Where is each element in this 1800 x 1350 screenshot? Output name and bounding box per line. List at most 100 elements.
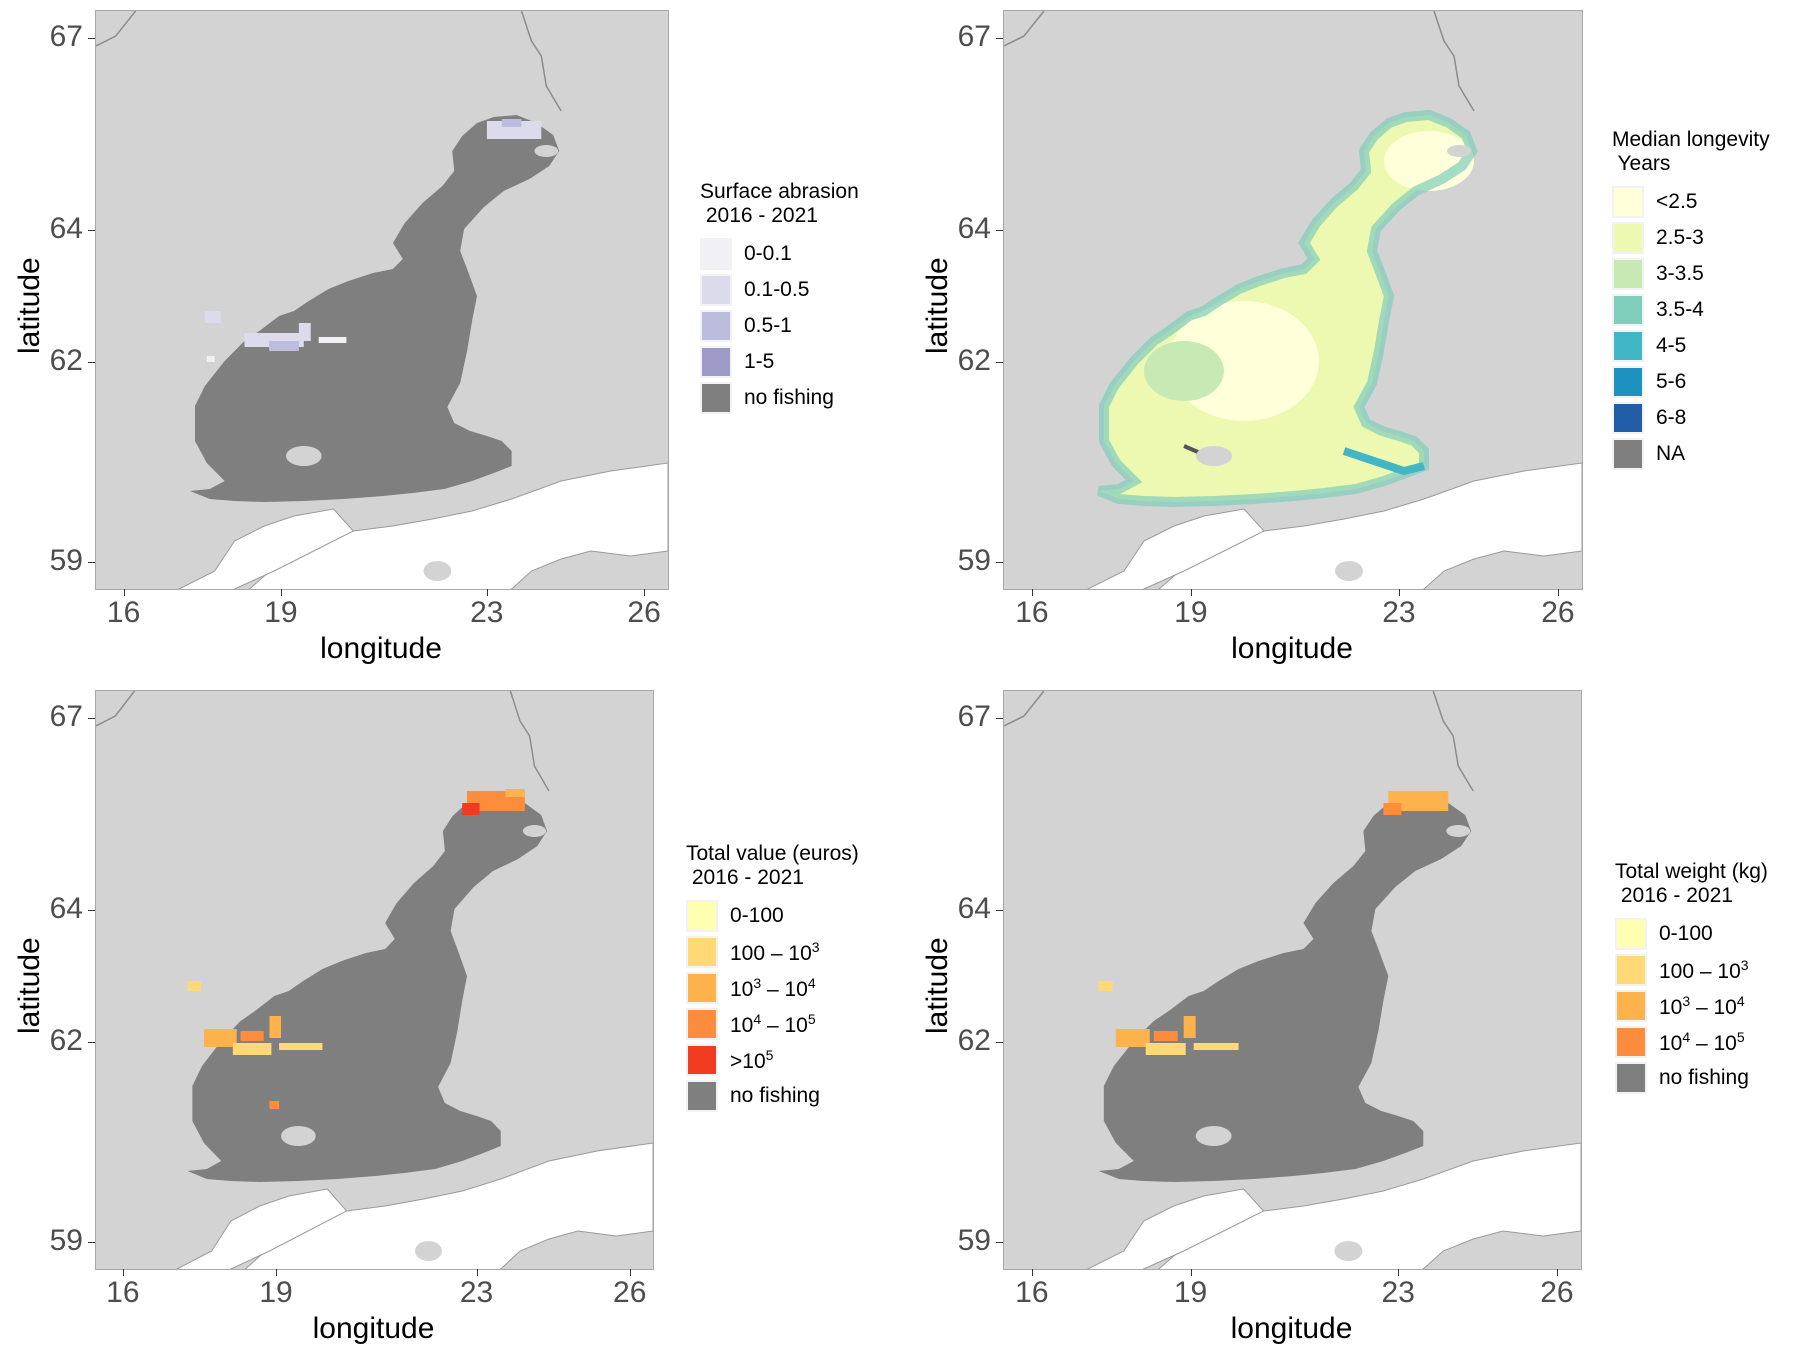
x-axis-label: longitude bbox=[320, 632, 442, 665]
fishing-patch bbox=[240, 1031, 264, 1041]
legend-item: no fishing bbox=[686, 1078, 859, 1114]
y-tick-mark bbox=[88, 38, 95, 39]
y-tick-mark bbox=[996, 230, 1003, 231]
fishing-patch bbox=[1193, 1043, 1239, 1050]
x-tick-mark bbox=[476, 1269, 478, 1276]
x-tick-mark bbox=[1556, 1269, 1558, 1276]
legend-swatch-frame bbox=[1612, 258, 1644, 290]
legend-label: NA bbox=[1656, 442, 1686, 465]
island bbox=[1335, 561, 1363, 581]
legend: Total weight (kg) 2016 - 2021 0-100 100 – … bbox=[1615, 860, 1768, 1096]
legend-label: 0-100 bbox=[1659, 922, 1713, 945]
legend-exponent: 3 bbox=[1740, 956, 1749, 973]
x-tick-label: 23 bbox=[1381, 1276, 1415, 1309]
legend-item: 5-6 bbox=[1612, 364, 1770, 400]
legend-label: 6-8 bbox=[1656, 406, 1687, 429]
legend-swatch bbox=[688, 1010, 716, 1038]
map-plot-area bbox=[1003, 690, 1582, 1270]
gulf-of-bothnia bbox=[187, 795, 547, 1182]
x-tick-mark bbox=[1557, 589, 1559, 596]
legend-title: Total value (euros) 2016 - 2021 bbox=[686, 842, 859, 889]
legend-swatch-frame bbox=[700, 346, 732, 378]
legend-label: 0.5-1 bbox=[744, 314, 792, 337]
island bbox=[281, 1126, 316, 1146]
legend-swatch-frame bbox=[1615, 990, 1647, 1022]
legend-swatch bbox=[1614, 404, 1642, 432]
x-tick-label: 19 bbox=[1174, 596, 1208, 629]
legend-item: NA bbox=[1612, 436, 1770, 472]
legend-swatch-frame bbox=[1612, 186, 1644, 218]
legend-item: 2.5-3 bbox=[1612, 220, 1770, 256]
legend-exponent: 4 bbox=[1682, 1028, 1691, 1045]
legend-swatch bbox=[702, 240, 730, 268]
legend-item: 1-5 bbox=[700, 344, 859, 380]
y-tick-label: 67 bbox=[957, 700, 991, 733]
y-tick-label: 59 bbox=[49, 544, 83, 577]
legend-swatch bbox=[1614, 332, 1642, 360]
x-tick-mark bbox=[276, 1269, 278, 1276]
legend-item: 0.5-1 bbox=[700, 308, 859, 344]
coastline-border bbox=[1004, 691, 1045, 727]
island bbox=[1446, 825, 1471, 837]
legend-label: 100 – 103 bbox=[730, 938, 820, 965]
legend-swatch-frame bbox=[1612, 330, 1644, 362]
legend-item: no fishing bbox=[1615, 1060, 1768, 1096]
legend-swatch bbox=[1614, 224, 1642, 252]
legend-swatch-frame bbox=[1612, 402, 1644, 434]
legend-label: 0-100 bbox=[730, 904, 784, 927]
legend-swatch bbox=[1614, 368, 1642, 396]
legend-swatch bbox=[688, 902, 716, 930]
y-tick-label: 62 bbox=[957, 344, 991, 377]
island bbox=[414, 1241, 442, 1261]
y-tick-label: 59 bbox=[957, 1224, 991, 1257]
x-tick-label: 16 bbox=[1015, 596, 1049, 629]
y-tick-mark bbox=[88, 1042, 95, 1043]
fishing-patch bbox=[269, 1101, 280, 1109]
legend-swatch-frame bbox=[1612, 294, 1644, 326]
y-tick-mark bbox=[996, 562, 1003, 563]
legend-item: 104 – 105 bbox=[686, 1006, 859, 1042]
y-tick-mark bbox=[996, 362, 1003, 363]
legend-item: 3.5-4 bbox=[1612, 292, 1770, 328]
y-tick-mark bbox=[88, 1242, 95, 1243]
legend-swatch-frame bbox=[700, 310, 732, 342]
map-plot-area bbox=[95, 10, 669, 590]
island bbox=[423, 561, 452, 581]
y-axis-label: latitude bbox=[13, 937, 46, 1034]
x-tick-mark bbox=[629, 1269, 631, 1276]
legend-swatch-frame bbox=[1615, 954, 1647, 986]
longevity-rim-south bbox=[1342, 447, 1425, 476]
western-sea bbox=[178, 508, 355, 589]
legend-label: no fishing bbox=[744, 386, 834, 409]
legend-exponent: 5 bbox=[807, 1010, 816, 1027]
x-tick-label: 26 bbox=[627, 596, 661, 629]
legend-swatch-frame bbox=[686, 900, 718, 932]
legend-swatch bbox=[1617, 992, 1645, 1020]
legend-swatch bbox=[702, 348, 730, 376]
map-svg bbox=[96, 11, 668, 589]
fishing-patch bbox=[501, 119, 522, 127]
legend-label: no fishing bbox=[1659, 1066, 1749, 1089]
legend-label: 104 – 105 bbox=[1659, 1028, 1745, 1055]
y-tick-mark bbox=[996, 1242, 1003, 1243]
x-tick-mark bbox=[123, 589, 125, 596]
legend-item: no fishing bbox=[700, 380, 859, 416]
legend-title: Surface abrasion 2016 - 2021 bbox=[700, 180, 859, 227]
y-tick-mark bbox=[996, 718, 1003, 719]
western-sea bbox=[1086, 1188, 1265, 1269]
legend-swatch bbox=[688, 1082, 716, 1110]
legend-swatch-frame bbox=[1615, 918, 1647, 950]
legend-swatch bbox=[688, 974, 716, 1002]
legend-item: 0-0.1 bbox=[700, 236, 859, 272]
fishing-patch bbox=[187, 981, 202, 991]
legend-item: 4-5 bbox=[1612, 328, 1770, 364]
fishing-patch bbox=[1098, 981, 1113, 991]
legend-swatch bbox=[1617, 920, 1645, 948]
legend-swatch-frame bbox=[700, 238, 732, 270]
y-tick-label: 64 bbox=[957, 212, 991, 245]
legend-item: 3-3.5 bbox=[1612, 256, 1770, 292]
legend-label: 2.5-3 bbox=[1656, 226, 1704, 249]
y-tick-mark bbox=[996, 38, 1003, 39]
legend-swatch-frame bbox=[1612, 366, 1644, 398]
x-tick-mark bbox=[280, 589, 282, 596]
